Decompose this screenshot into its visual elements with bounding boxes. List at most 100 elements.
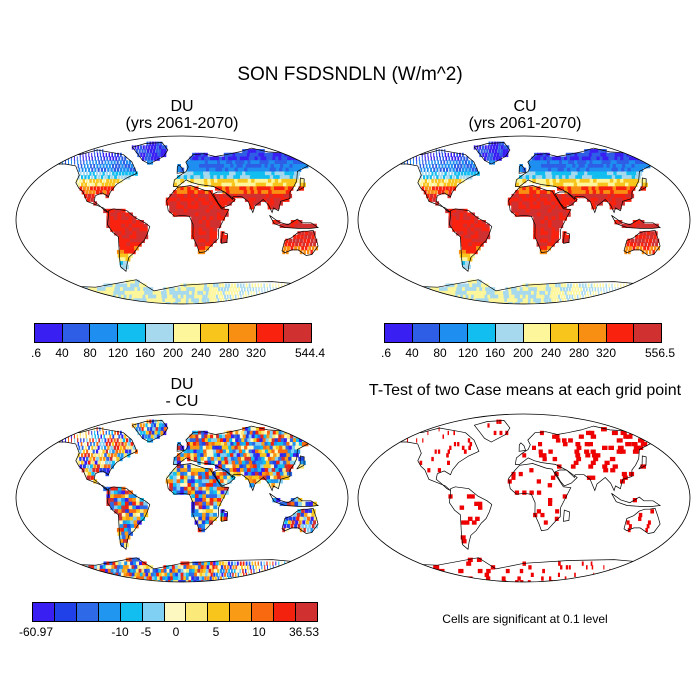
colorbar-swatch xyxy=(35,324,63,342)
colorbar-swatch xyxy=(164,603,187,621)
panel-diff-title: DU xyxy=(170,376,194,393)
panel-diff-subtitle: - CU xyxy=(165,393,199,410)
map-border xyxy=(357,413,691,583)
colorbar-swatch xyxy=(142,603,165,621)
coastline-madagascar xyxy=(563,509,570,522)
coastline-madagascar xyxy=(221,509,228,522)
colorbar-swatch xyxy=(145,324,174,342)
coastline-arabia xyxy=(212,191,236,209)
map-field xyxy=(49,419,323,582)
panel-du-title: DU xyxy=(170,98,194,115)
colorbar-cu-label: 320 xyxy=(595,346,617,360)
colorbar-swatch xyxy=(440,324,469,342)
colorbar-swatch xyxy=(468,324,496,342)
map-field xyxy=(391,419,665,582)
coastline-north-america xyxy=(394,149,480,213)
colorbar-diff-label: 36.53 xyxy=(288,625,320,639)
coastline-greenland xyxy=(131,142,169,165)
coastline-africa xyxy=(166,463,230,532)
coastline-south-america xyxy=(449,208,493,272)
panel-cu-subtitle: (yrs 2061-2070) xyxy=(468,115,582,132)
colorbar-swatch xyxy=(201,324,229,342)
colorbar-swatch xyxy=(606,324,635,342)
coastline-south-america xyxy=(107,486,151,550)
colorbar-diff-label: 5 xyxy=(212,625,220,639)
colorbar-swatch xyxy=(54,603,77,621)
colorbar-swatch xyxy=(256,324,285,342)
colorbar-du-label: 120 xyxy=(107,346,129,360)
map-du xyxy=(15,135,349,305)
coastline-greenland xyxy=(131,420,169,443)
coastline-uk xyxy=(518,442,527,452)
coastline-north-america xyxy=(52,149,138,213)
colorbar-du-label: .6 xyxy=(30,346,42,360)
map-border xyxy=(15,135,349,305)
colorbar-swatch xyxy=(173,324,202,342)
panel-du-subtitle: (yrs 2061-2070) xyxy=(125,115,239,132)
coastline-indonesia xyxy=(611,215,662,229)
colorbar-du-label: 544.4 xyxy=(294,346,326,360)
coastline-australia xyxy=(623,507,661,534)
colorbar-cu-label: 120 xyxy=(457,346,479,360)
coastline-greenland xyxy=(473,420,511,443)
coastline-madagascar xyxy=(563,231,570,244)
colorbar-cu-label: 556.5 xyxy=(644,346,676,360)
colorbar-diff-label: -5 xyxy=(140,625,152,639)
colorbar-swatch xyxy=(284,324,312,342)
colorbar-du-label: 200 xyxy=(162,346,184,360)
colorbar-swatch xyxy=(551,324,579,342)
colorbar-cu-label: 200 xyxy=(512,346,534,360)
map-border xyxy=(357,135,691,305)
coastline-japan xyxy=(638,177,647,192)
colorbar-du-label: 40 xyxy=(55,346,69,360)
coastline-australia xyxy=(281,229,319,256)
coastline-africa xyxy=(508,463,572,532)
colorbar-swatch xyxy=(274,603,297,621)
coastline-uk xyxy=(176,164,185,174)
colorbar-diff xyxy=(32,602,318,622)
colorbar-du-label: 320 xyxy=(245,346,267,360)
colorbar-du xyxy=(34,323,312,343)
map-ttest xyxy=(357,413,691,583)
coastline-north-america xyxy=(394,427,480,491)
colorbar-swatch xyxy=(228,324,257,342)
colorbar-swatch xyxy=(98,603,121,621)
coastline-indonesia xyxy=(611,493,662,507)
map-diff xyxy=(15,413,349,583)
coastline-arabia xyxy=(212,469,236,487)
coastline-antarctica xyxy=(391,279,657,304)
map-border xyxy=(15,413,349,583)
colorbar-cu-label: 40 xyxy=(405,346,419,360)
panel-ttest-title: T-Test of two Case means at each grid po… xyxy=(368,382,682,399)
colorbar-swatch xyxy=(208,603,231,621)
colorbar-swatch xyxy=(495,324,524,342)
colorbar-diff-label: 0 xyxy=(172,625,180,639)
colorbar-cu-label: 80 xyxy=(433,346,447,360)
colorbar-swatch xyxy=(385,324,413,342)
colorbar-swatch xyxy=(296,603,317,621)
coastline-japan xyxy=(296,177,305,192)
colorbar-du-label: 240 xyxy=(190,346,212,360)
colorbar-diff-label: 10 xyxy=(252,625,266,639)
colorbar-du-label: 280 xyxy=(218,346,240,360)
colorbar-swatch xyxy=(578,324,607,342)
colorbar-swatch xyxy=(90,324,119,342)
significance-note: Cells are significant at 0.1 level xyxy=(442,612,608,626)
map-field xyxy=(49,141,323,304)
coastline-antarctica xyxy=(49,557,315,582)
coastline-south-america xyxy=(107,208,151,272)
coastline-uk xyxy=(176,442,185,452)
colorbar-swatch xyxy=(412,324,441,342)
coastline-arabia xyxy=(554,469,578,487)
colorbar-swatch xyxy=(252,603,275,621)
map-field xyxy=(391,141,665,304)
colorbar-du-label: 160 xyxy=(134,346,156,360)
map-cu xyxy=(357,135,691,305)
coastline-africa xyxy=(508,185,572,254)
coastline-south-america xyxy=(449,486,493,550)
coastline-australia xyxy=(623,229,661,256)
colorbar-diff-label: -10 xyxy=(111,625,129,639)
coastline-indonesia xyxy=(269,493,320,507)
colorbar-swatch xyxy=(634,324,662,342)
colorbar-cu-label: 280 xyxy=(568,346,590,360)
